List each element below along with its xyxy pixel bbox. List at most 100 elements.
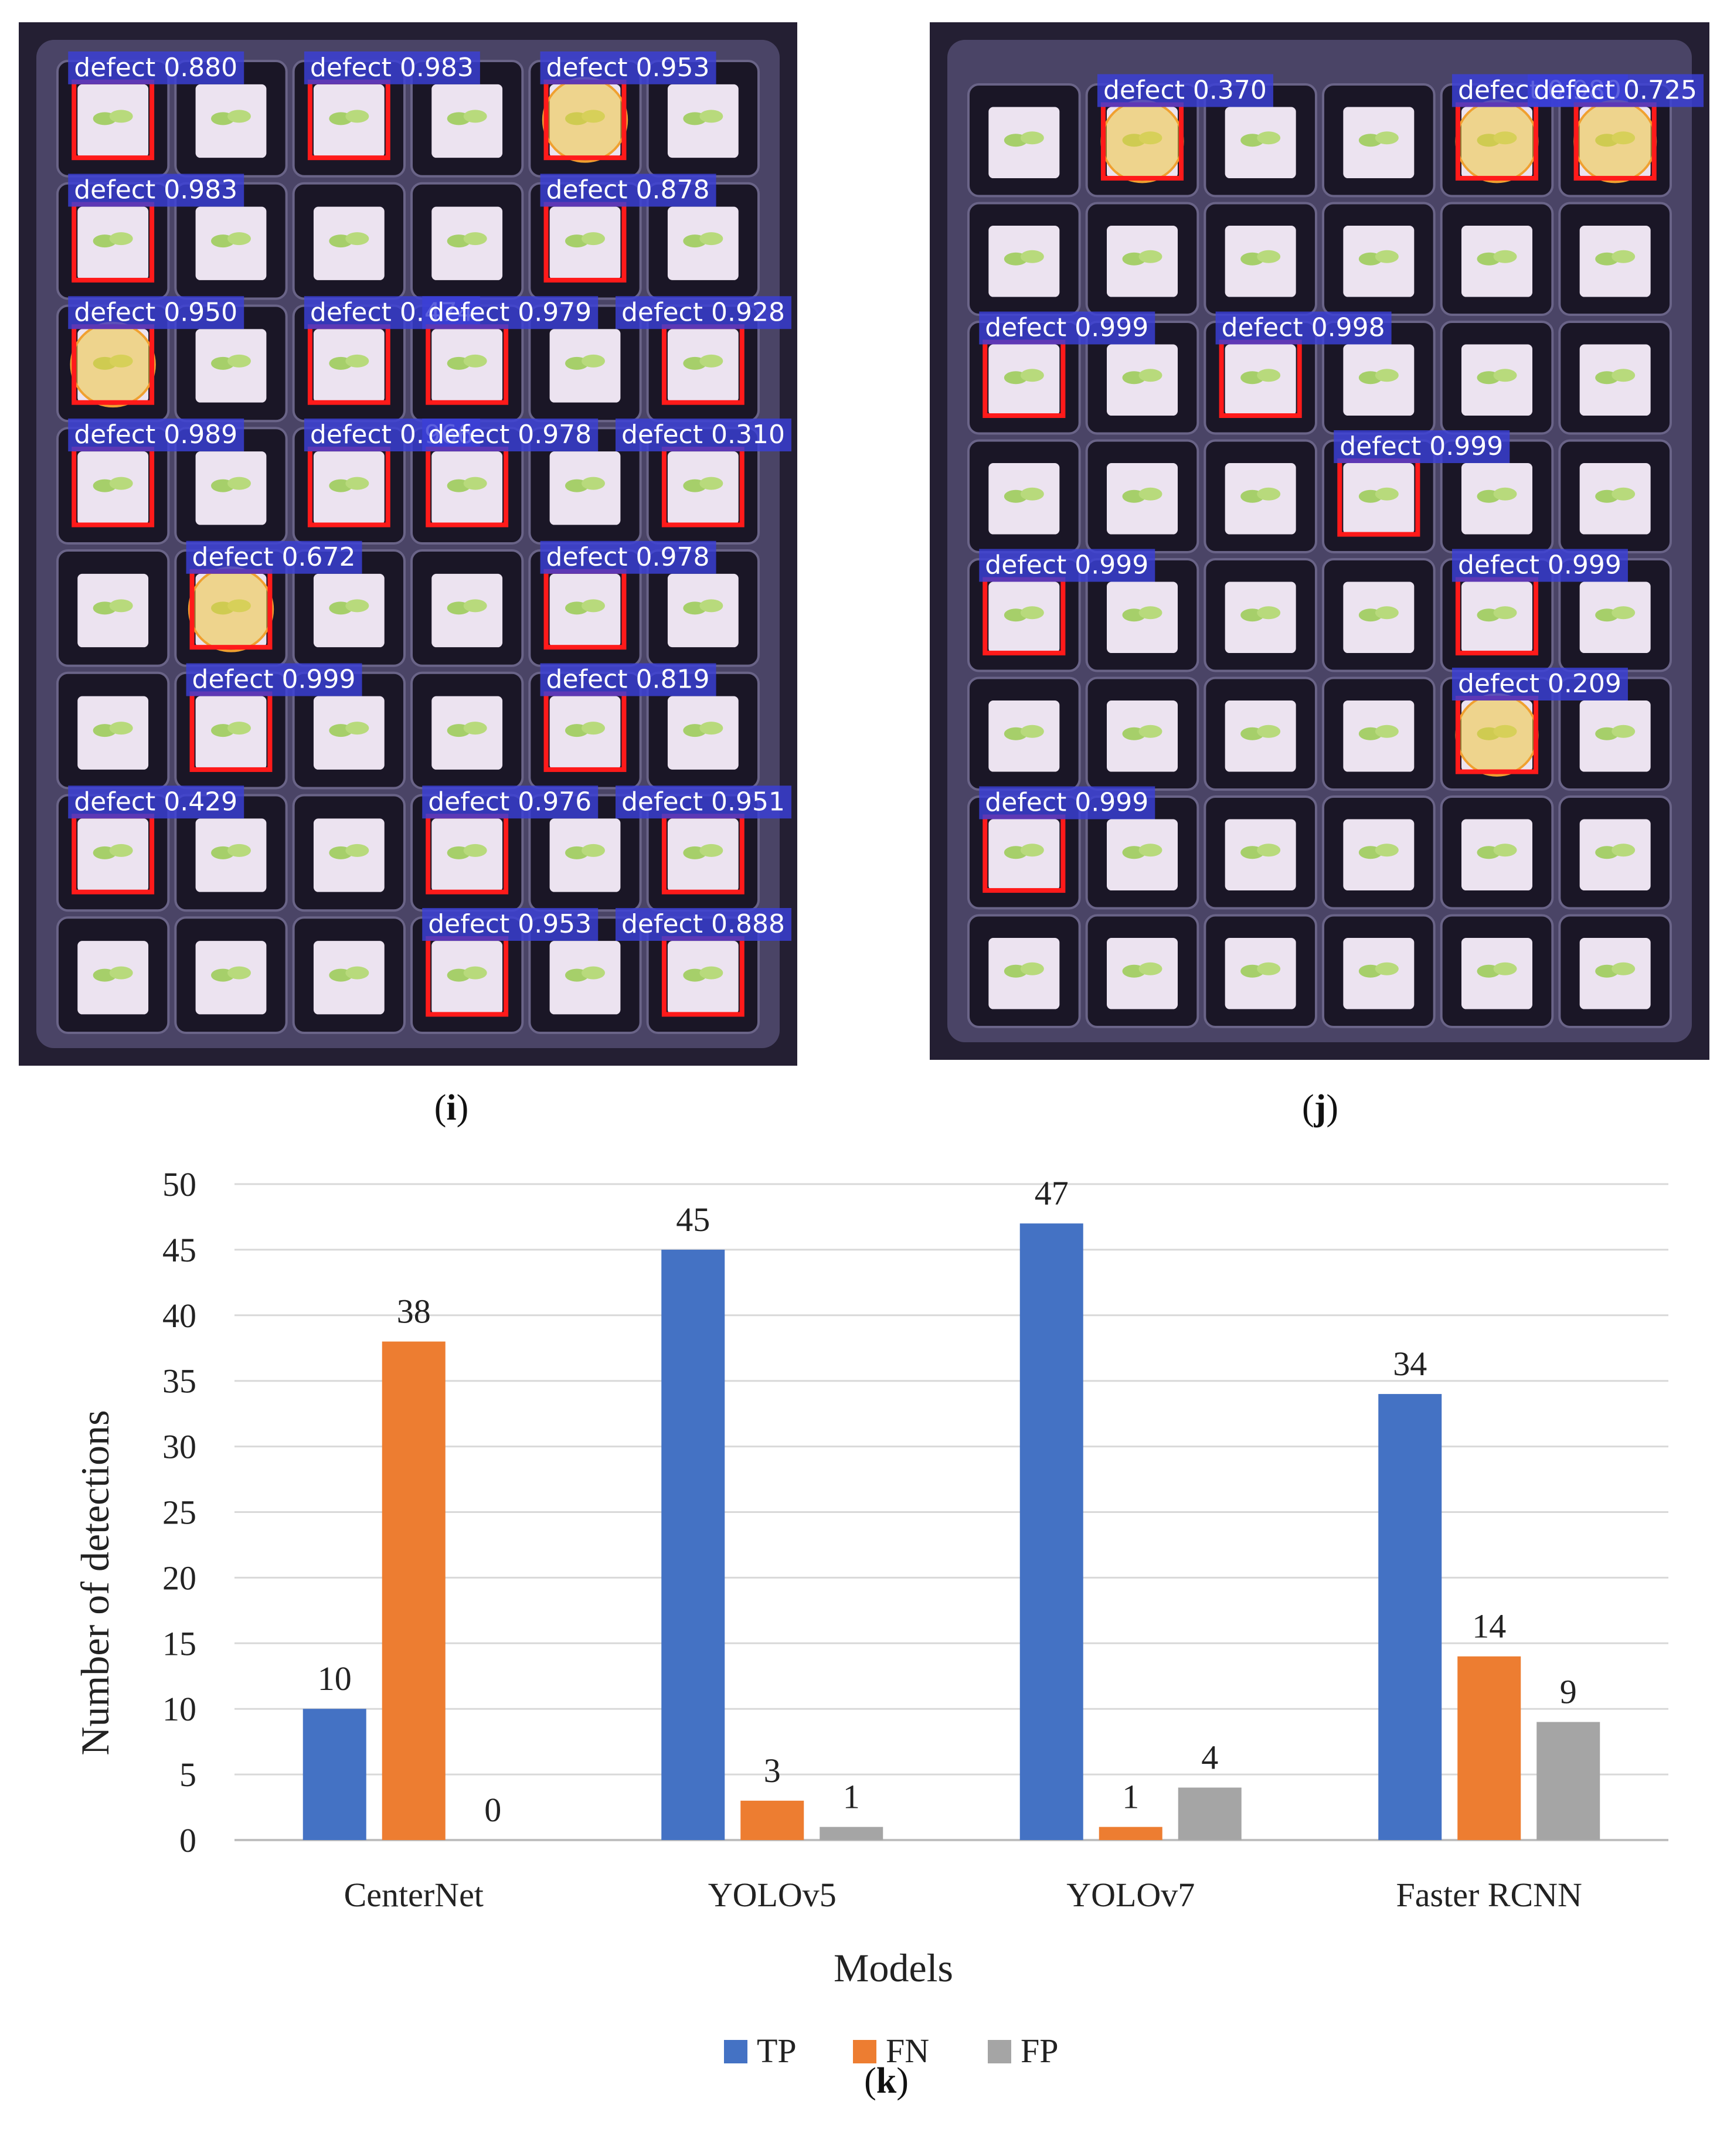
detection-label-bg <box>616 785 791 819</box>
seedling-leaf <box>227 110 251 123</box>
bar-tp <box>1378 1394 1442 1840</box>
detection-label-bg <box>68 785 244 819</box>
seedling-leaf <box>1020 606 1044 620</box>
seedling-leaf <box>699 354 723 368</box>
y-tick-label: 25 <box>162 1494 196 1532</box>
seedling-leaf <box>1375 369 1399 382</box>
legend-label: FN <box>886 2032 929 2070</box>
data-label: 45 <box>676 1201 710 1239</box>
missed-defect-circle <box>1455 100 1539 183</box>
detection-label-bg <box>616 908 791 941</box>
y-axis-label: Number of detections <box>73 1410 117 1755</box>
seedling-leaf <box>345 966 369 980</box>
seedling-leaf <box>699 110 723 123</box>
data-label: 1 <box>843 1778 860 1816</box>
seedling-leaf <box>463 844 487 857</box>
detection-label: defect 0.999 <box>1340 431 1503 461</box>
detection-label-bg <box>979 786 1155 819</box>
seedling-leaf <box>582 354 605 368</box>
seedling-leaf <box>227 477 251 490</box>
seedling-leaf <box>1493 487 1517 501</box>
detection-label: defect 0.725 <box>1534 76 1697 106</box>
missed-defect-circle <box>188 566 274 652</box>
seedling-leaf <box>1612 250 1636 263</box>
data-label: 38 <box>397 1293 431 1331</box>
panel-i-label-letter: i <box>446 1088 457 1128</box>
detection-label: defect 0.999 <box>985 550 1148 580</box>
panel-i-label-open: ( <box>434 1088 447 1128</box>
seedling-leaf <box>1493 606 1517 620</box>
detection-label-bg <box>186 663 362 696</box>
detection-label-bg <box>186 540 362 574</box>
seedling-leaf <box>1257 844 1281 857</box>
seedling-leaf <box>227 844 251 857</box>
detection-label: defect 0.999 <box>985 313 1148 343</box>
panel-j-label-open: ( <box>1302 1088 1314 1128</box>
panel-j-label-letter: j <box>1314 1088 1327 1128</box>
seedling-leaf <box>1138 250 1162 263</box>
data-label: 9 <box>1560 1673 1577 1711</box>
bar-fn <box>1457 1656 1521 1840</box>
seedling-leaf <box>463 722 487 735</box>
detection-label: defect 0.998 <box>1222 313 1385 343</box>
seedling-leaf <box>1020 725 1044 738</box>
x-tick-label: CenterNet <box>344 1876 484 1914</box>
x-tick-label: YOLOv7 <box>1066 1876 1195 1914</box>
y-tick-label: 45 <box>162 1231 196 1269</box>
detection-label: defect 0.989 <box>74 420 237 450</box>
seedling-leaf <box>1257 131 1281 145</box>
seedling-leaf <box>345 722 369 735</box>
detection-label-bg <box>1334 430 1510 463</box>
detection-label-bg <box>68 51 244 84</box>
detection-label: defect 0.978 <box>428 420 591 450</box>
detection-label: defect 0.999 <box>1458 550 1621 580</box>
seedling-leaf <box>227 966 251 980</box>
seedling-leaf <box>463 599 487 613</box>
detection-label: defect 0.819 <box>546 665 710 695</box>
seedling-leaf <box>1375 725 1399 738</box>
detection-label-bg <box>616 419 791 451</box>
y-tick-label: 0 <box>179 1821 196 1859</box>
missed-defect-circle <box>70 321 156 408</box>
x-tick-labels: CenterNet YOLOv5 YOLOv7 Faster RCNN <box>344 1876 1582 1914</box>
y-tick-label: 10 <box>162 1690 196 1728</box>
missed-defect-circle <box>1455 693 1539 777</box>
seedling-leaf <box>1020 962 1044 975</box>
bar-fp <box>1536 1722 1600 1840</box>
seedling-leaf <box>1020 844 1044 857</box>
seedling-leaf <box>1257 962 1281 975</box>
detection-label-bg <box>616 296 791 329</box>
seedling-leaf <box>1020 250 1044 263</box>
data-label: 3 <box>764 1752 781 1790</box>
seedling-leaf <box>345 232 369 246</box>
seedling-leaf <box>1612 369 1636 382</box>
detection-label: defect 0.878 <box>546 175 710 205</box>
seedling-leaf <box>1493 250 1517 263</box>
x-tick-label: Faster RCNN <box>1396 1876 1582 1914</box>
detection-label-bg <box>1451 549 1628 582</box>
bar-tp <box>1019 1223 1083 1840</box>
seedling-leaf <box>1612 725 1636 738</box>
detection-label-bg <box>422 785 599 819</box>
seedling-leaf <box>699 477 723 490</box>
detection-label: defect 0.951 <box>621 787 785 817</box>
seedling-leaf <box>345 599 369 613</box>
seedling-leaf <box>345 477 369 490</box>
seedling-leaf <box>109 599 133 613</box>
detection-label-bg <box>68 419 244 451</box>
bar-fn <box>1099 1827 1162 1840</box>
seedling-leaf <box>1257 250 1281 263</box>
seedling-leaf <box>699 844 723 857</box>
y-tick-label: 20 <box>162 1559 196 1597</box>
seedling-leaf <box>1612 844 1636 857</box>
seedling-leaf <box>463 110 487 123</box>
seedling-leaf <box>1612 487 1636 501</box>
y-tick-labels: 0 5 10 15 20 25 30 35 40 45 50 <box>162 1165 196 1859</box>
seedling-leaf <box>582 599 605 613</box>
detection-label-bg <box>422 419 599 451</box>
seedling-leaf <box>1138 844 1162 857</box>
panel-i-label-close: ) <box>456 1088 469 1128</box>
seedling-leaf <box>109 844 133 857</box>
